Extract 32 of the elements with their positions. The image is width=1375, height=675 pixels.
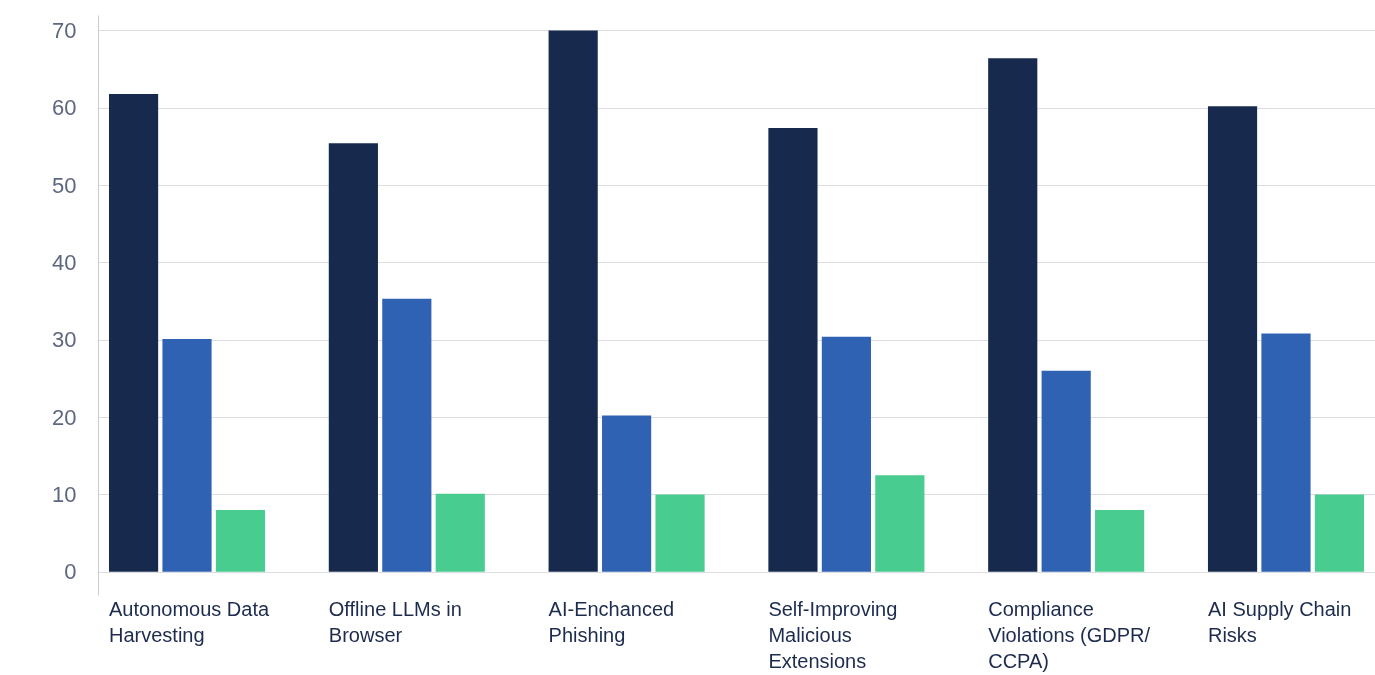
y-tick-label: 50 xyxy=(52,172,77,198)
bar xyxy=(1095,509,1145,572)
bar xyxy=(655,494,705,572)
y-tick-label: 60 xyxy=(52,95,77,121)
bar xyxy=(382,298,432,572)
bar xyxy=(215,509,266,572)
bar xyxy=(875,475,925,572)
y-tick-label: 40 xyxy=(52,249,77,275)
y-tick-label: 0 xyxy=(64,559,77,585)
x-tick-label: Self-Improving Malicious Extensions xyxy=(768,597,898,672)
x-tick-label: Autonomous Data Harvesting xyxy=(109,597,270,646)
bar xyxy=(821,336,871,572)
x-tick-label: Offline LLMs in Browser xyxy=(328,597,462,646)
bar xyxy=(162,339,212,572)
x-tick-label: AI-Enchanced Phishing xyxy=(548,597,675,646)
bar xyxy=(988,58,1038,572)
y-tick-label: 20 xyxy=(52,404,77,430)
bar xyxy=(1041,370,1091,572)
x-tick-label: AI Supply Chain Risks xyxy=(1207,597,1352,646)
y-tick-label: 70 xyxy=(52,17,77,43)
bar xyxy=(768,127,818,572)
bar xyxy=(1261,333,1311,572)
bar xyxy=(1314,494,1365,572)
bar xyxy=(602,415,652,572)
bar xyxy=(435,493,485,572)
y-tick-label: 30 xyxy=(52,327,77,353)
bar xyxy=(1207,106,1258,572)
bar xyxy=(548,30,598,572)
x-tick-label: Compliance Violations (GDPR/ CCPA) xyxy=(988,597,1151,672)
bar xyxy=(328,143,378,572)
bar xyxy=(108,93,159,572)
y-tick-label: 10 xyxy=(52,481,77,507)
